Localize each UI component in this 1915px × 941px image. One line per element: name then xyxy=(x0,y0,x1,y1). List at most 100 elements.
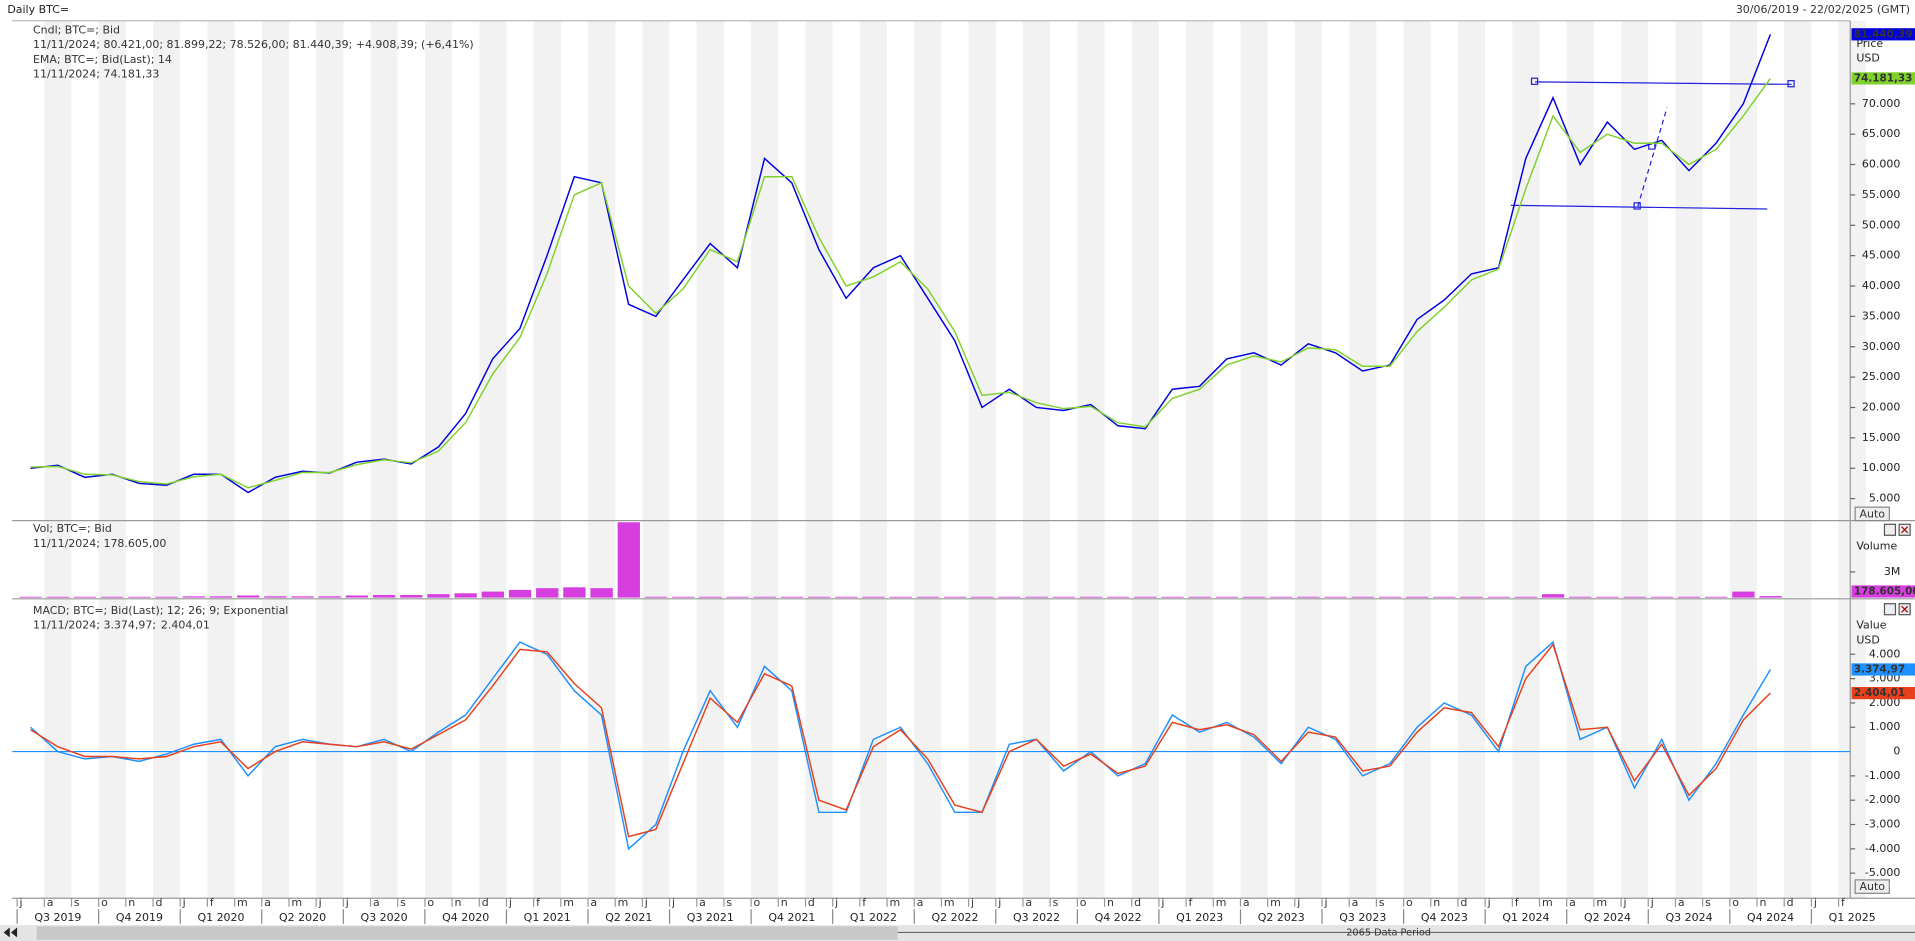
month-band xyxy=(207,20,235,899)
volume-bar xyxy=(1677,596,1701,598)
y-tick-label: 70.000 xyxy=(1862,97,1900,110)
month-band xyxy=(1294,20,1323,899)
quarter-label: Q1 2022 xyxy=(850,911,897,924)
y-tick-label: 50.000 xyxy=(1862,218,1900,231)
quarter-label: Q3 2022 xyxy=(1013,911,1060,924)
x-tick-label: f xyxy=(1189,896,1194,909)
x-tick-label: j xyxy=(671,896,675,909)
volume-bar xyxy=(237,595,260,598)
volume-bar xyxy=(644,596,668,598)
legend-detail: 11/11/2024; 178.605,00 xyxy=(33,537,166,550)
y-tick-label: 45.000 xyxy=(1862,249,1900,262)
x-tick-label: m xyxy=(1270,896,1281,909)
x-tick-label: n xyxy=(1107,896,1114,909)
volume-bar xyxy=(1541,594,1565,598)
volume-bar xyxy=(1079,596,1103,598)
x-tick-label: s xyxy=(1053,896,1059,909)
last-value-box xyxy=(1851,686,1915,700)
month-band xyxy=(1240,20,1268,899)
volume-bar xyxy=(1569,596,1592,598)
line-series xyxy=(30,642,1771,838)
quarter-label: Q3 2021 xyxy=(687,911,734,924)
axis-title: Volume xyxy=(1856,539,1897,552)
month-band xyxy=(424,20,453,899)
x-tick-label: a xyxy=(590,896,597,909)
month-band xyxy=(1349,20,1377,899)
x-tick-label: j xyxy=(318,896,322,909)
volume-bar xyxy=(101,596,124,598)
volume-bar xyxy=(73,596,97,598)
month-band xyxy=(914,20,942,899)
quarter-label: Q2 2022 xyxy=(931,911,978,924)
auto-label: Auto xyxy=(1860,880,1886,893)
legend-detail: 11/11/2024; 74.181,33 xyxy=(33,68,159,81)
y-tick-label: -5.000 xyxy=(1865,866,1900,879)
last-value-box xyxy=(1851,72,1915,85)
quarter-label: Q3 2023 xyxy=(1339,911,1386,924)
handle[interactable] xyxy=(1530,77,1539,85)
volume-bar xyxy=(1215,596,1239,598)
handle[interactable] xyxy=(1787,80,1795,88)
quarter-label: Q1 2020 xyxy=(197,911,244,924)
x-tick-label: j xyxy=(1650,896,1654,909)
auto-button[interactable]: Auto xyxy=(1854,506,1890,522)
x-tick-label: a xyxy=(47,896,54,909)
last-value-label: 178.605,00 xyxy=(1854,585,1915,597)
x-tick-label: m xyxy=(889,896,900,909)
volume-bar xyxy=(943,596,967,598)
trend-lines xyxy=(1510,77,1795,210)
month-band xyxy=(642,20,670,899)
month-band xyxy=(1675,20,1703,899)
quarter-label: Q1 2021 xyxy=(524,911,571,924)
y-tick-label: 30.000 xyxy=(1862,340,1900,353)
x-tick-label: a xyxy=(1243,896,1250,909)
quarter-label: Q4 2019 xyxy=(116,911,163,924)
y-tick-label: 35.000 xyxy=(1862,309,1900,322)
x-tick-label: j xyxy=(182,896,186,909)
volume-bar xyxy=(155,596,178,598)
panel-icons[interactable] xyxy=(1883,523,1911,536)
volume-bar xyxy=(1460,596,1483,598)
x-tick-label: d xyxy=(1460,896,1467,909)
panel-icons[interactable] xyxy=(1883,603,1911,616)
quarter-label: Q1 2025 xyxy=(1829,911,1876,924)
month-band xyxy=(805,20,833,899)
y-tick-label: 0 xyxy=(1893,745,1900,758)
volume-bar xyxy=(536,588,559,598)
month-band xyxy=(261,20,289,899)
scrollbar[interactable]: 2065 Data Period xyxy=(0,925,1915,941)
handle[interactable] xyxy=(1633,202,1641,210)
x-tick-label: f xyxy=(210,896,215,909)
x-tick-label: m xyxy=(944,896,955,909)
auto-button[interactable]: Auto xyxy=(1854,879,1890,894)
quarter-label: Q3 2020 xyxy=(361,911,408,924)
volume-bar xyxy=(1134,596,1157,598)
legend-title: MACD; BTC=; Bid(Last); 12; 26; 9; Expone… xyxy=(33,604,288,617)
volume-bar xyxy=(1705,596,1728,598)
month-band xyxy=(1022,20,1051,899)
y-tick-label: 5.000 xyxy=(1869,492,1900,505)
x-tick-label: j xyxy=(19,896,23,909)
x-tick-label: f xyxy=(862,896,867,909)
volume-bar xyxy=(862,596,885,598)
x-tick-label: a xyxy=(1352,896,1359,909)
volume-bar xyxy=(1106,596,1130,598)
y-tick-label: -1.000 xyxy=(1865,769,1900,782)
quarter-label: Q4 2023 xyxy=(1421,911,1468,924)
volume-bar xyxy=(1759,596,1782,598)
x-tick-label: m xyxy=(563,896,574,909)
x-tick-label: j xyxy=(1813,896,1817,909)
month-band xyxy=(1784,20,1812,899)
month-band xyxy=(1457,20,1486,899)
y-tick-label: 4.000 xyxy=(1869,647,1900,660)
month-band xyxy=(968,20,996,899)
month-band xyxy=(533,20,561,899)
x-tick-label: a xyxy=(917,896,924,909)
volume-bar xyxy=(1487,596,1510,598)
volume-bar xyxy=(1406,596,1429,598)
volume-bar xyxy=(998,596,1021,598)
month-band xyxy=(1403,20,1431,899)
volume-bar xyxy=(1188,596,1211,598)
x-tick-label: j xyxy=(1323,896,1327,909)
volume-bar xyxy=(182,596,205,598)
